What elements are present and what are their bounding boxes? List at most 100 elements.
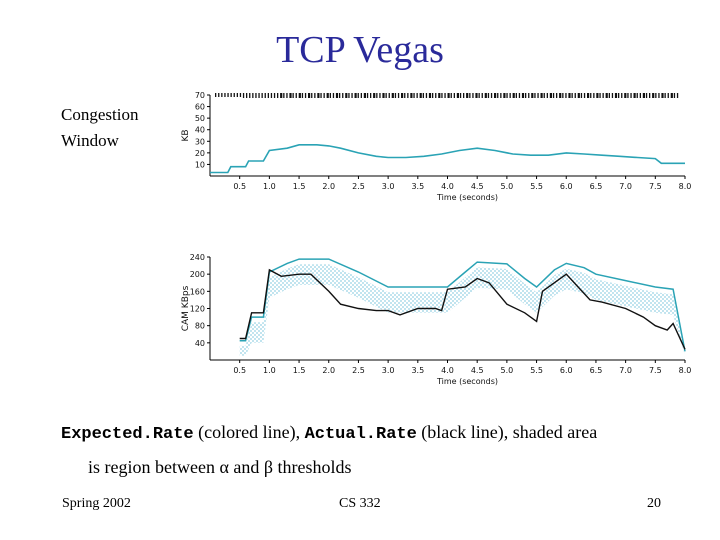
cwnd-marker <box>376 93 378 98</box>
cwnd-marker <box>537 93 539 98</box>
caption-text2: (black line), shaded area <box>416 422 598 442</box>
rate-x-tick-label: 5.5 <box>530 366 543 375</box>
cwnd-marker <box>614 93 618 98</box>
cwnd-x-tick-label: 3.5 <box>411 182 424 191</box>
cwnd-marker <box>311 93 313 98</box>
cwnd-marker <box>363 93 366 98</box>
cwnd-marker <box>574 93 576 98</box>
cwnd-marker <box>252 93 254 98</box>
cwnd-x-tick-label: 5.5 <box>530 182 543 191</box>
cwnd-marker <box>494 93 497 98</box>
cwnd-marker <box>397 93 400 98</box>
cwnd-marker <box>255 93 257 98</box>
cwnd-marker <box>673 93 676 98</box>
cwnd-x-tick-label: 3.0 <box>382 182 395 191</box>
cwnd-x-tick-label: 4.0 <box>441 182 454 191</box>
cwnd-marker <box>490 93 493 98</box>
cwnd-marker <box>497 93 499 98</box>
footer-course: CS 332 <box>339 496 381 511</box>
cwnd-marker <box>289 93 292 98</box>
rate-x-tick-label: 6.5 <box>590 366 603 375</box>
caption-line2: is region between α and β thresholds <box>88 457 352 477</box>
slide-title: TCP Vegas <box>276 29 444 71</box>
cwnd-y-tick-label: 60 <box>195 103 205 112</box>
cwnd-marker <box>478 93 480 98</box>
rate-x-tick-label: 5.0 <box>501 366 514 375</box>
rate-y-tick-label: 240 <box>190 253 205 262</box>
rate-x-tick-label: 1.0 <box>263 366 276 375</box>
rate-y-axis-title: CAM KBps <box>181 285 191 331</box>
congestion-window-label: Congestion Window <box>61 102 138 154</box>
cwnd-marker <box>286 93 288 98</box>
cwnd-marker <box>444 93 446 98</box>
caption-line1: Expected.Rate (colored line), Actual.Rat… <box>61 416 701 451</box>
cwnd-marker <box>292 93 294 98</box>
rate-x-tick-label: 8.0 <box>679 366 692 375</box>
cwnd-marker <box>432 93 434 98</box>
cwnd-marker <box>314 93 316 98</box>
cwnd-marker <box>264 93 266 98</box>
cwnd-y-tick-label: 20 <box>195 149 205 158</box>
cwnd-marker <box>596 93 599 98</box>
cwnd-marker <box>335 93 339 98</box>
cwnd-series-line <box>210 144 685 174</box>
cwnd-marker <box>345 93 348 98</box>
rate-x-tick-label: 3.5 <box>411 366 424 375</box>
cwnd-marker <box>475 93 478 98</box>
cwnd-marker <box>658 93 660 98</box>
cwnd-marker <box>388 93 390 98</box>
cwnd-marker <box>556 93 558 98</box>
rate-y-tick-label: 120 <box>190 305 205 314</box>
cwnd-marker <box>540 93 543 98</box>
cwnd-marker <box>394 93 397 98</box>
cwnd-marker <box>543 93 545 98</box>
cwnd-marker <box>577 93 580 98</box>
cwnd-marker <box>422 93 424 98</box>
cwnd-marker <box>323 93 325 98</box>
cwnd-x-axis-title: Time (seconds) <box>436 193 498 202</box>
cwnd-marker <box>521 93 525 98</box>
cwnd-marker <box>602 93 604 98</box>
cwnd-x-tick-label: 1.0 <box>263 182 276 191</box>
rate-x-tick-label: 6.0 <box>560 366 573 375</box>
cwnd-x-tick-label: 2.0 <box>322 182 335 191</box>
cwnd-marker <box>636 93 638 98</box>
cwnd-marker <box>230 93 232 97</box>
rate-chart: 0.5 1.0 1.5 2.0 2.5 3.0 3.5 4.0 4.5 5.0 5.5 6.0 6.5 7… <box>181 253 691 386</box>
cwnd-marker <box>568 93 571 98</box>
cwnd-marker <box>549 93 552 98</box>
cwnd-marker <box>552 93 555 98</box>
cwnd-marker <box>224 93 226 97</box>
cwnd-y-tick-label: 70 <box>195 91 205 100</box>
cwnd-x-tick-label: 5.0 <box>501 182 514 191</box>
cwnd-marker-row <box>215 93 679 98</box>
cwnd-marker <box>317 93 320 98</box>
cwnd-marker <box>218 93 220 97</box>
cwnd-marker <box>676 93 679 98</box>
cwnd-marker <box>304 93 307 98</box>
cwnd-marker <box>503 93 506 98</box>
cwnd-marker <box>459 93 462 98</box>
cwnd-marker <box>283 93 285 98</box>
cwnd-marker <box>456 93 459 98</box>
charts-canvas: 0.5 1.0 1.5 2.0 2.5 3.0 3.5 4.0 4.5 5.0 5.5 6.0 6.5 7… <box>181 91 692 386</box>
cwnd-marker <box>342 93 344 98</box>
cwnd-marker <box>618 93 620 98</box>
cwnd-marker <box>227 93 229 97</box>
cwnd-marker <box>332 93 335 98</box>
cwnd-marker <box>270 93 273 98</box>
cwnd-x-tick-label: 8.0 <box>679 182 692 191</box>
rate-x-tick-label: 3.0 <box>382 366 395 375</box>
cwnd-marker <box>593 93 595 98</box>
cwnd-marker <box>670 93 673 98</box>
cwnd-y-tick-label: 10 <box>195 160 205 169</box>
cwnd-marker <box>611 93 614 98</box>
cwnd-marker <box>453 93 455 98</box>
cwnd-marker <box>515 93 517 98</box>
cwnd-x-tick-label: 0.5 <box>233 182 246 191</box>
cwnd-marker <box>649 93 651 98</box>
cwnd-marker <box>438 93 441 98</box>
cwnd-x-tick-label: 7.0 <box>619 182 632 191</box>
cwnd-marker <box>509 93 511 98</box>
cwnd-marker <box>645 93 648 98</box>
